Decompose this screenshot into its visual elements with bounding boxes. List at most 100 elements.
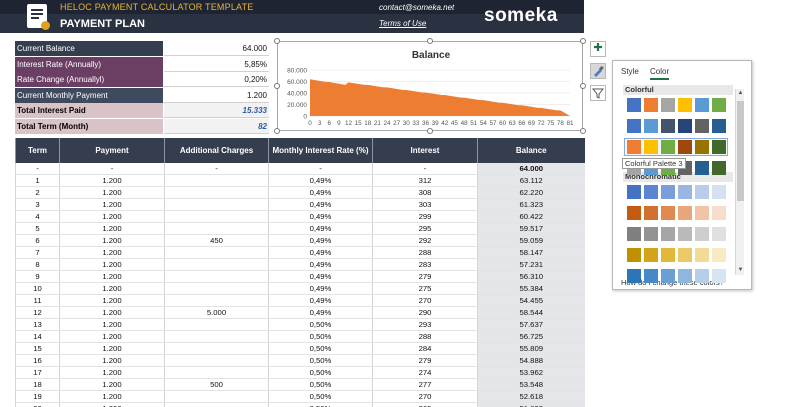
additional-charges-cell[interactable]: -	[164, 163, 269, 176]
contact-link[interactable]: contact@someka.net	[379, 3, 455, 12]
table-row: 17 1.200 0,50% 274 53.962	[15, 366, 585, 380]
chart-resize-handle[interactable]	[580, 128, 586, 134]
scroll-up-arrow-icon[interactable]: ▲	[737, 90, 744, 96]
colorful-palette-row[interactable]	[624, 138, 728, 156]
monthly-interest-rate-cell: 0,49%	[268, 234, 373, 248]
interest-cell: 293	[372, 318, 478, 332]
payment-cell: 1.200	[59, 270, 165, 284]
payment-cell: 1.200	[59, 354, 165, 368]
additional-charges-cell[interactable]: 450	[164, 234, 269, 248]
chart-resize-handle[interactable]	[427, 38, 433, 44]
term-cell: 3	[15, 198, 60, 212]
chart-resize-handle[interactable]	[274, 38, 280, 44]
additional-charges-cell[interactable]	[164, 318, 269, 332]
additional-charges-cell[interactable]	[164, 258, 269, 272]
summary-row-monthly-payment: Current Monthly Payment 1.200	[15, 87, 270, 103]
additional-charges-cell[interactable]	[164, 246, 269, 260]
palette-scrollbar[interactable]: ▲ ▼	[735, 89, 744, 275]
additional-charges-cell[interactable]	[164, 186, 269, 200]
monochromatic-palette-row[interactable]	[625, 184, 727, 200]
chart-resize-handle[interactable]	[427, 128, 433, 134]
balance-cell: 52.618	[477, 390, 585, 404]
monthly-payment-label: Current Monthly Payment	[15, 87, 163, 103]
additional-charges-cell[interactable]	[164, 354, 269, 368]
color-swatch	[711, 119, 726, 133]
color-swatch	[626, 119, 641, 133]
color-swatch	[626, 140, 641, 154]
color-swatch	[660, 206, 675, 220]
interest-rate-input[interactable]: 5,85%	[164, 56, 269, 72]
interest-cell: 290	[372, 306, 478, 320]
balance-cell: 58.544	[477, 306, 585, 320]
color-swatch	[694, 140, 709, 154]
additional-charges-cell[interactable]: 500	[164, 378, 269, 392]
color-swatch	[694, 98, 709, 112]
balance-cell: 57.231	[477, 258, 585, 272]
chart-styles-button[interactable]	[590, 63, 606, 79]
balance-cell: 61.323	[477, 198, 585, 212]
additional-charges-cell[interactable]	[164, 402, 269, 407]
additional-charges-cell[interactable]	[164, 366, 269, 380]
column-header-payment: Payment	[59, 138, 165, 163]
additional-charges-cell[interactable]	[164, 174, 269, 188]
monochromatic-palette-row[interactable]	[625, 268, 727, 284]
colorful-palette-row[interactable]	[625, 118, 727, 134]
monthly-payment-input[interactable]: 1.200	[164, 87, 269, 103]
balance-cell: 54.888	[477, 354, 585, 368]
chart-resize-handle[interactable]	[580, 38, 586, 44]
chart-resize-handle[interactable]	[274, 128, 280, 134]
payment-cell: 1.200	[59, 390, 165, 404]
monochromatic-palette-row[interactable]	[625, 226, 727, 242]
additional-charges-cell[interactable]	[164, 222, 269, 236]
additional-charges-cell[interactable]	[164, 330, 269, 344]
payment-cell: 1.200	[59, 342, 165, 356]
balance-cell: 59.059	[477, 234, 585, 248]
interest-cell: 277	[372, 378, 478, 392]
chart-resize-handle[interactable]	[580, 83, 586, 89]
monochromatic-palette-row[interactable]	[625, 247, 727, 263]
payment-cell: -	[59, 163, 165, 176]
terms-of-use-link[interactable]: Terms of Use	[379, 19, 427, 28]
tab-color[interactable]: Color	[650, 67, 670, 80]
colorful-palette-row[interactable]	[625, 97, 727, 113]
additional-charges-cell[interactable]	[164, 210, 269, 224]
rate-change-input[interactable]: 0,20%	[164, 72, 269, 87]
interest-cell: 284	[372, 342, 478, 356]
color-swatch	[660, 185, 675, 199]
summary-row-interest-rate: Interest Rate (Annually) 5,85%	[15, 56, 270, 72]
tab-style[interactable]: Style	[621, 67, 639, 76]
calculator-document-icon	[27, 4, 50, 30]
additional-charges-cell[interactable]	[164, 198, 269, 212]
additional-charges-cell[interactable]	[164, 270, 269, 284]
current-balance-input[interactable]: 64.000	[164, 41, 269, 56]
x-tick-label: 9	[337, 120, 341, 127]
x-tick-label: 30	[403, 120, 411, 127]
balance-area-series[interactable]	[310, 79, 570, 116]
payment-cell: 1.200	[59, 186, 165, 200]
color-swatch	[694, 227, 709, 241]
balance-chart[interactable]: Balance 80.000 60.000 40.000 20.000 0 0 3 6 9 12 1…	[277, 41, 583, 131]
scroll-down-arrow-icon[interactable]: ▼	[737, 267, 744, 273]
x-tick-label: 45	[451, 120, 459, 127]
additional-charges-cell[interactable]	[164, 342, 269, 356]
additional-charges-cell[interactable]	[164, 294, 269, 308]
x-tick-label: 27	[393, 120, 401, 127]
additional-charges-cell[interactable]: 5.000	[164, 306, 269, 320]
color-swatch	[694, 185, 709, 199]
term-cell: 10	[15, 282, 60, 296]
current-balance-label: Current Balance	[15, 41, 163, 56]
chart-resize-handle[interactable]	[274, 83, 280, 89]
scrollbar-thumb[interactable]	[737, 101, 744, 201]
monthly-interest-rate-cell: 0,49%	[268, 222, 373, 236]
monthly-interest-rate-cell: 0,50%	[268, 342, 373, 356]
summary-row-rate-change: Rate Change (Annuallyl) 0,20%	[15, 72, 270, 88]
chart-elements-button[interactable]: ✚	[590, 41, 606, 57]
additional-charges-cell[interactable]	[164, 282, 269, 296]
monthly-interest-rate-cell: 0,49%	[268, 174, 373, 188]
additional-charges-cell[interactable]	[164, 390, 269, 404]
monochromatic-palette-row[interactable]	[625, 205, 727, 221]
someka-logo[interactable]: someka	[484, 5, 558, 26]
chart-filters-button[interactable]	[590, 85, 606, 101]
color-swatch	[694, 248, 709, 262]
